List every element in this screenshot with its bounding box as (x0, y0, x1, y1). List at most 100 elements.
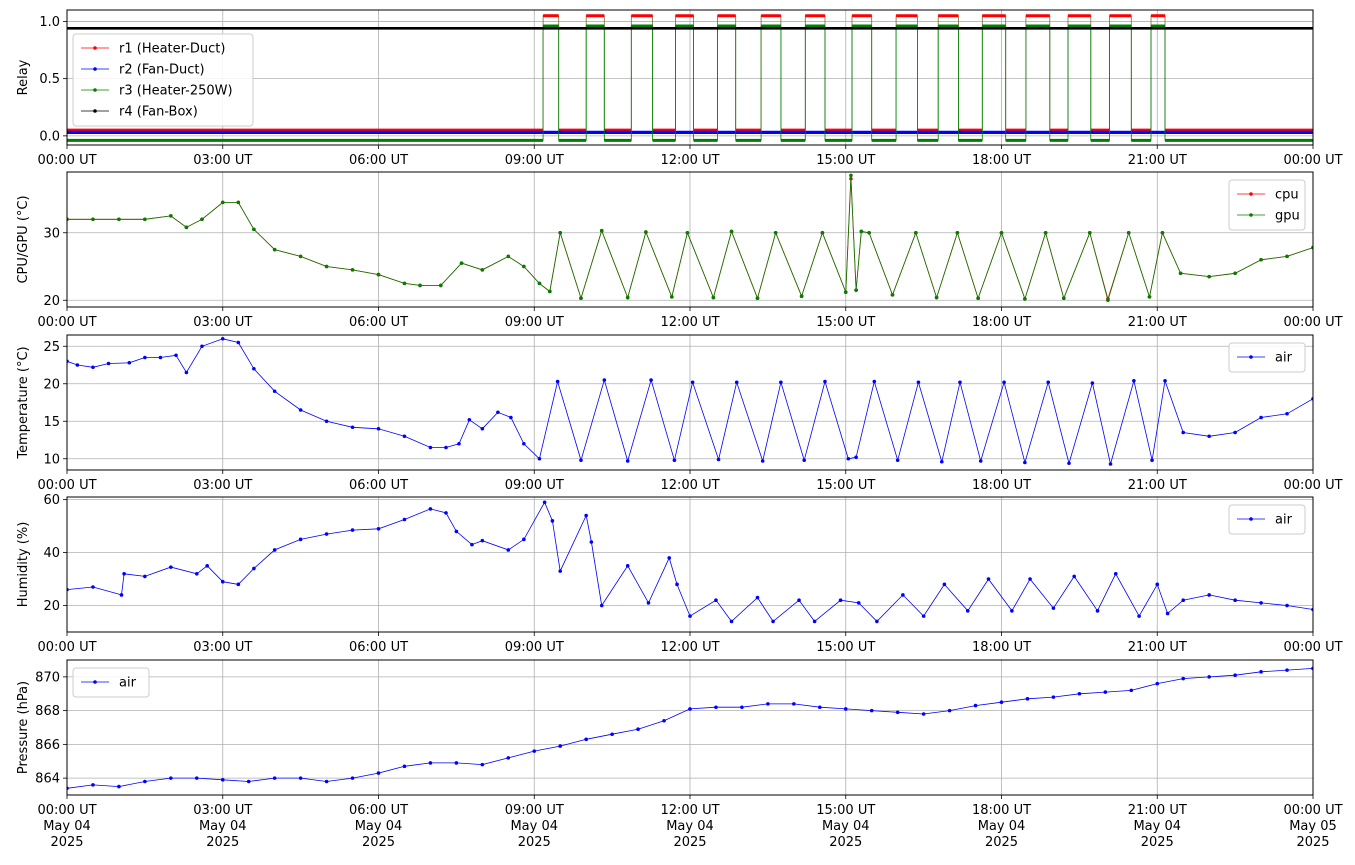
x-tick-label-line: 00:00 UT (1283, 478, 1342, 493)
y-tick-label: 864 (35, 772, 60, 787)
data-point-air (921, 712, 926, 716)
x-tick-label-line: 00:00 UT (1283, 803, 1342, 818)
x-tick-label-line: 00:00 UT (1283, 315, 1342, 330)
data-point-air (350, 425, 355, 430)
data-point-air (158, 355, 163, 360)
data-point-air (625, 564, 630, 568)
data-point-air (143, 574, 147, 579)
x-tick-label: 00:00 UT May 05 2025 (1283, 803, 1342, 850)
x-tick-label: 21:00 UT (1128, 153, 1187, 168)
x-tick-label-line: 2025 (673, 835, 706, 850)
x-tick-label: 00:00 UT (1283, 153, 1342, 168)
x-tick-label-line: 2025 (829, 835, 862, 850)
x-tick-label: 15:00 UT (816, 640, 875, 655)
legend-swatch-marker (93, 88, 97, 92)
data-point-air (376, 526, 381, 531)
x-tick-label-line: May 04 (1133, 819, 1181, 834)
x-tick-label-line: 2025 (206, 835, 239, 850)
data-point-air (143, 355, 147, 360)
data-point-gpu (272, 247, 277, 252)
y-tick-label: 870 (35, 670, 60, 685)
data-point-air (91, 783, 95, 787)
data-point-air (646, 601, 651, 605)
legend-swatch-marker (93, 680, 97, 684)
x-tick-label-line: 15:00 UT (816, 803, 875, 818)
x-tick-label: 09:00 UT (505, 478, 564, 493)
legend: air (72, 667, 150, 698)
data-point-air (1207, 675, 1211, 679)
data-point-air (122, 571, 126, 576)
series-group (67, 173, 1313, 303)
data-point-air (236, 582, 241, 587)
legend-swatch-marker (1249, 192, 1253, 196)
data-point-air (838, 598, 843, 603)
y-tick-label: 40 (43, 546, 60, 561)
data-point-air (1023, 460, 1027, 465)
x-tick-label: 00:00 UT May 04 2025 (37, 803, 96, 850)
legend-label: r2 (Fan-Duct) (119, 63, 205, 78)
y-tick-label: 20 (43, 599, 60, 614)
legend-label: gpu (1275, 209, 1300, 224)
y-axis-label: Relay (16, 59, 31, 95)
x-tick-label: 09:00 UT (505, 153, 564, 168)
data-point-air (895, 710, 900, 715)
data-point-air (558, 569, 563, 573)
data-point-air (555, 379, 560, 384)
legend-label: r1 (Heater-Duct) (119, 42, 225, 57)
series-group (67, 14, 1313, 142)
data-point-air (454, 529, 459, 534)
x-tick-label: 18:00 UT (972, 153, 1031, 168)
x-tick-label: 06:00 UT (349, 478, 408, 493)
data-point-air (428, 507, 433, 511)
data-point-air (428, 761, 433, 765)
x-tick-label-line: 21:00 UT (1128, 315, 1187, 330)
data-point-air (117, 784, 121, 789)
x-tick-label-line: 06:00 UT (349, 153, 408, 168)
data-point-air (444, 511, 448, 515)
data-point-air (272, 548, 277, 552)
data-point-gpu (914, 230, 918, 235)
x-tick-label-line: 21:00 UT (1128, 803, 1187, 818)
data-point-gpu (418, 283, 422, 288)
data-point-gpu (820, 230, 825, 235)
data-point-air (1163, 378, 1167, 383)
data-point-gpu (1043, 230, 1048, 235)
data-point-air (846, 456, 851, 461)
data-point-air (802, 458, 807, 463)
legend-swatch-marker (1249, 355, 1253, 359)
data-point-gpu (670, 295, 674, 299)
data-point-gpu (955, 230, 960, 235)
data-point-air (350, 776, 355, 780)
data-point-gpu (1062, 296, 1066, 301)
data-point-gpu (843, 290, 848, 294)
data-point-air (532, 749, 537, 753)
x-tick-label-line: 03:00 UT (193, 640, 252, 655)
data-point-air (672, 458, 677, 463)
series-group (67, 336, 1313, 466)
legend-box (72, 33, 254, 127)
data-point-air (402, 764, 407, 769)
data-point-air (1285, 411, 1289, 416)
data-point-air (1095, 609, 1100, 613)
data-point-air (942, 582, 947, 587)
data-point-air (457, 441, 461, 446)
data-point-air (1090, 381, 1095, 385)
data-point-gpu (625, 295, 630, 300)
data-point-gpu (799, 294, 804, 299)
data-point-air (1103, 690, 1108, 694)
data-point-air (272, 776, 277, 780)
x-tick-label: 18:00 UT May 04 2025 (972, 803, 1031, 850)
x-tick-label-line: May 04 (978, 819, 1026, 834)
data-point-air (402, 517, 407, 522)
data-point-air (324, 419, 329, 424)
data-point-gpu (1207, 274, 1211, 279)
x-tick-label-line: 00:00 UT (37, 640, 96, 655)
data-point-gpu (480, 268, 485, 272)
legend-label: air (1275, 351, 1293, 366)
x-tick-label-line: 09:00 UT (505, 803, 564, 818)
data-point-air (550, 519, 555, 523)
x-tick-label-line: 2025 (362, 835, 395, 850)
x-tick-label-line: May 04 (510, 819, 558, 834)
data-point-air (729, 619, 734, 624)
